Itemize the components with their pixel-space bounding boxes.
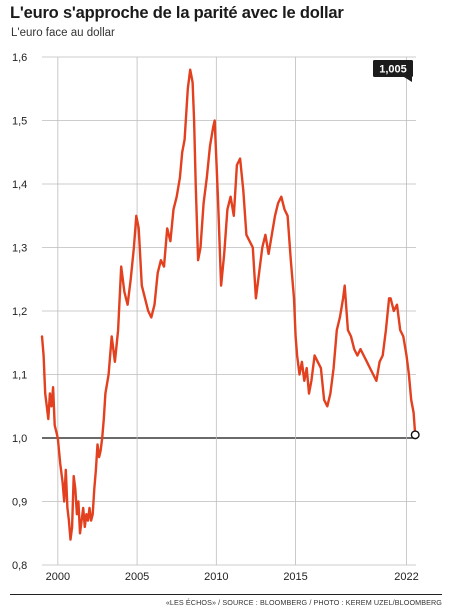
- y-tick-label: 1,6: [12, 52, 27, 64]
- series-layer: [40, 68, 417, 541]
- eurusd-series-line: [40, 68, 417, 541]
- y-tick-label: 1,2: [12, 306, 27, 318]
- last-value-layer: 1,005: [373, 60, 420, 440]
- last-value-badge-pointer: [404, 77, 412, 82]
- source-credit: «LES ÉCHOS» / SOURCE : BLOOMBERG / PHOTO…: [165, 598, 442, 607]
- y-tick-label: 1,5: [12, 116, 27, 128]
- x-tick-label: 2000: [46, 571, 70, 583]
- footer-rule: [10, 594, 442, 595]
- x-tick-label: 2022: [394, 571, 418, 583]
- x-tick-label: 2005: [125, 571, 149, 583]
- y-tick-label: 0,9: [12, 497, 27, 509]
- y-tick-label: 1,0: [12, 433, 27, 445]
- chart-subtitle: L'euro face au dollar: [11, 27, 115, 39]
- y-tick-label: 1,4: [12, 179, 27, 191]
- x-tick-label: 2010: [204, 571, 228, 583]
- y-tick-label: 1,3: [12, 243, 27, 255]
- y-tick-label: 1,1: [12, 370, 27, 382]
- grid-lines: [42, 56, 416, 566]
- last-value-label: 1,005: [379, 64, 407, 76]
- chart-title: L'euro s'approche de la parité avec le d…: [10, 4, 344, 22]
- x-axis-tick-labels: 2000 2005 2010 2015 2022: [46, 571, 419, 583]
- last-value-point: [410, 430, 420, 440]
- x-tick-label: 2015: [283, 571, 307, 583]
- last-value-badge: [373, 60, 413, 77]
- y-tick-label: 0,8: [12, 560, 27, 572]
- y-axis-tick-labels: 0,8 0,9 1,0 1,1 1,2 1,3 1,4 1,5 1,6: [12, 52, 27, 572]
